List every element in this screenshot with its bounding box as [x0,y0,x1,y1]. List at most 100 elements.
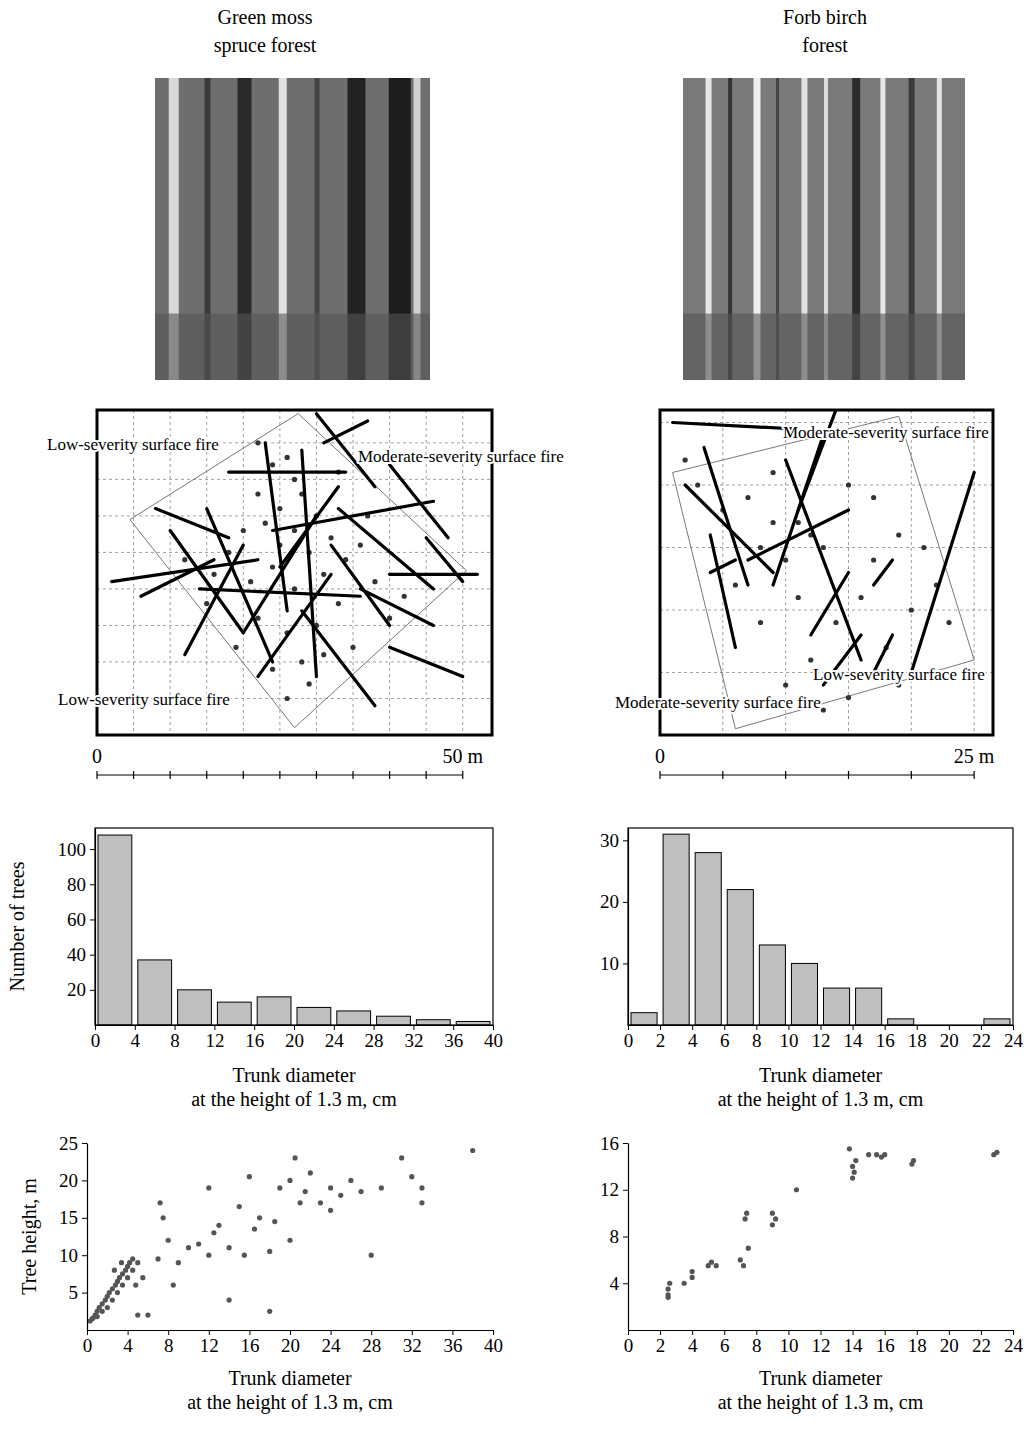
tick: 40 [67,944,95,965]
scale-bar-tick [426,771,427,779]
tick: 6 [720,1330,730,1356]
tick: 16 [240,1330,259,1356]
tick-mark [853,1025,854,1030]
point [135,1260,140,1265]
tick-label: 4 [131,1030,141,1051]
tick: 24 [322,1330,342,1356]
tick-mark [493,1330,494,1335]
grid-line [243,410,244,735]
tick-mark [90,849,95,850]
tick-label: 20 [59,1170,78,1191]
tree [321,652,326,657]
tick: 8 [164,1330,174,1356]
tree [770,520,775,525]
tick: 20 [940,1025,959,1051]
tick-mark [692,1025,693,1030]
bar [416,1020,450,1025]
tick-mark [885,1025,886,1030]
point [690,1269,695,1274]
tree [871,495,876,500]
scale-bar-tick [462,771,463,779]
tree [233,645,238,650]
tick: 8 [610,1226,629,1247]
column-title: Forb birch [783,6,867,28]
point [303,1189,308,1194]
tick: 22 [972,1025,991,1051]
y-axis: 481216 [600,1133,629,1331]
point [140,1275,145,1280]
tick-label: 5 [69,1282,79,1303]
point [682,1281,687,1286]
tree [896,532,901,537]
y-axis: 102030 [600,829,629,1026]
point [318,1200,323,1205]
tick-mark [660,1330,661,1335]
fallen-log [911,473,974,673]
tree [758,620,763,625]
scale-bar-label: 0 [655,745,665,767]
tree [299,659,304,664]
tick-mark [660,1025,661,1030]
x-axis-title: Trunk diameter [228,1367,351,1389]
tick: 80 [67,874,95,895]
tick: 18 [908,1025,927,1051]
tree [270,462,275,467]
tick-label: 16 [245,1030,264,1051]
tick-label: 40 [484,1335,503,1356]
scale-bar-tick [722,771,723,779]
tick-mark [981,1330,982,1335]
tick-mark [95,1025,96,1030]
point [155,1256,160,1261]
tick-label: 30 [600,830,619,851]
scale-bar-tick [243,771,244,779]
tick-mark [853,1330,854,1335]
tree [683,457,688,462]
bar [297,1007,331,1025]
tick-label: 10 [600,953,619,974]
point [247,1174,252,1179]
tick-mark [756,1025,757,1030]
tick-label: 16 [600,1133,619,1154]
point [666,1295,671,1300]
tick-label: 20 [67,979,86,1000]
tick: 10 [779,1025,798,1051]
point [166,1238,171,1243]
tick-label: 18 [908,1335,927,1356]
tree [758,545,763,550]
tick: 6 [720,1025,730,1051]
x-axis-title: Trunk diameter [759,1367,882,1389]
tick: 20 [940,1330,959,1356]
bar [791,963,817,1025]
scale-bar-tick [848,771,849,779]
tick-label: 36 [443,1335,462,1356]
tick-label: 22 [972,1335,991,1356]
tick: 4 [610,1273,629,1294]
scale-bar-tick [170,771,171,779]
point [90,1315,95,1320]
tree [248,579,253,584]
point [358,1189,363,1194]
tick-label: 6 [720,1335,730,1356]
tick: 25 [59,1133,87,1154]
tick-mark [493,1025,494,1030]
grid-line [974,410,975,735]
tick-label: 32 [403,1335,422,1356]
point [196,1241,201,1246]
tick-mark [87,1330,88,1335]
histogram-bars [98,835,490,1025]
point [237,1204,242,1209]
fallen-log [748,510,849,560]
tick-mark [82,1218,87,1219]
photo-placeholder [683,78,965,380]
tree [321,572,326,577]
tick-label: 20 [281,1335,300,1356]
tree [211,572,216,577]
bar [727,890,753,1025]
tick-mark [917,1330,918,1335]
tick-label: 8 [610,1226,620,1247]
tick: 8 [170,1025,180,1051]
tree [770,470,775,475]
tick-label: 20 [285,1030,304,1051]
y-axis-title: Number of trees [6,861,28,991]
fallen-log [811,573,849,636]
